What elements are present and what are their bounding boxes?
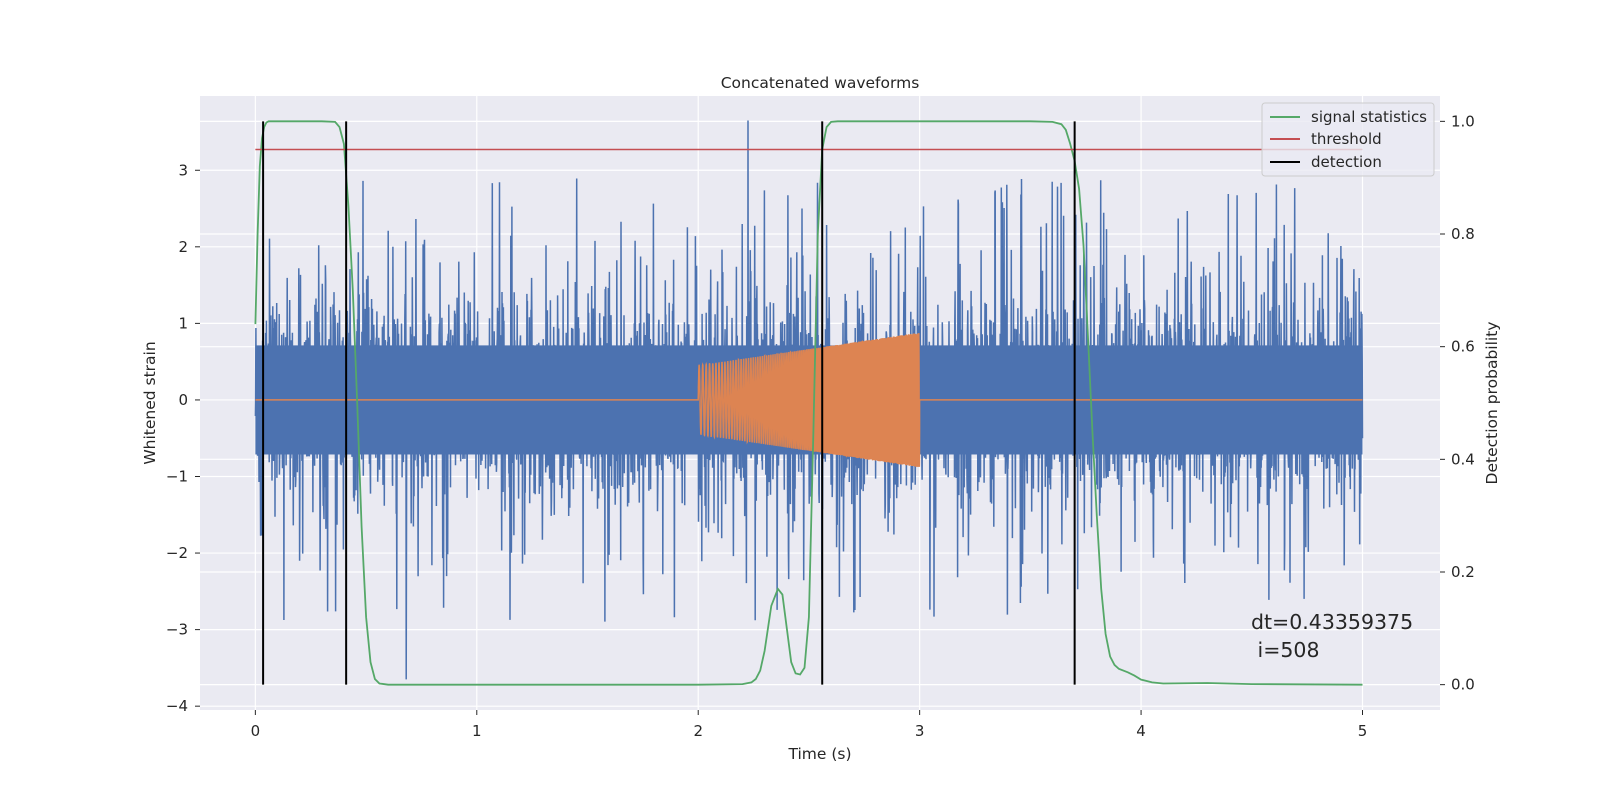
legend: signal statistics threshold detection (1261, 102, 1435, 177)
y2-tick-label: 0.8 (1451, 225, 1475, 243)
y2-tick-label: 0.2 (1451, 563, 1475, 581)
annotation: dt=0.43359375 i=508 (1251, 610, 1413, 662)
y-tick-label: 3 (178, 161, 188, 179)
y2-tick-label: 1.0 (1451, 112, 1475, 130)
plot-area (254, 120, 1364, 686)
x-tick-label: 1 (472, 722, 482, 740)
chart-title: Concatenated waveforms (721, 74, 920, 92)
y-tick-label: 2 (178, 238, 188, 256)
y-tick-label: 1 (178, 314, 188, 332)
y-tick-label: 0 (178, 391, 188, 409)
series-signal-statistics (254, 120, 1363, 686)
axes: 0 1 2 3 4 5 −4 −3 −2 −1 0 1 2 3 0.0 0.2 0.4 0.6 0.8 1.0 (166, 112, 1475, 740)
x-axis-label: Time (s) (787, 745, 851, 763)
legend-box (1261, 102, 1435, 177)
y-tick-label: −3 (166, 621, 188, 639)
y2-axis-label: Detection probability (1483, 322, 1501, 485)
series-chirp (255, 333, 1363, 467)
annotation-dt: dt=0.43359375 (1251, 610, 1413, 634)
x-tick-label: 2 (693, 722, 703, 740)
legend-label-threshold: threshold (1311, 130, 1382, 148)
x-tick-label: 3 (915, 722, 925, 740)
x-tick-label: 0 (251, 722, 261, 740)
y-tick-label: −2 (166, 544, 188, 562)
y2-tick-label: 0.4 (1451, 450, 1475, 468)
y2-tick-label: 0.0 (1451, 676, 1475, 694)
annotation-i: i=508 (1251, 638, 1320, 662)
y-axis-label: Whitened strain (141, 341, 159, 464)
y-tick-label: −1 (166, 467, 188, 485)
y-tick-label: −4 (166, 697, 188, 715)
legend-label-detection: detection (1311, 153, 1382, 171)
y2-tick-label: 0.6 (1451, 338, 1475, 356)
x-tick-label: 5 (1358, 722, 1368, 740)
legend-label-signal-statistics: signal statistics (1311, 108, 1427, 126)
x-tick-label: 4 (1136, 722, 1146, 740)
